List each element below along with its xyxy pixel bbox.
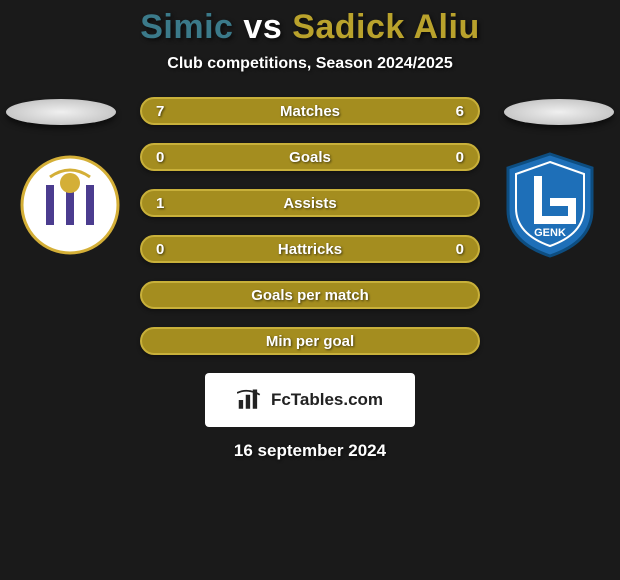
player2-club-crest: GENK: [500, 155, 600, 255]
stat-label: Goals: [289, 149, 331, 166]
subtitle: Club competitions, Season 2024/2025: [167, 55, 452, 73]
genk-crest-icon: GENK: [500, 150, 600, 260]
stat-label: Matches: [280, 103, 340, 120]
player2-placeholder-oval: [504, 99, 614, 125]
stat-value-left: 1: [156, 195, 164, 212]
date-text: 16 september 2024: [234, 441, 386, 461]
stat-label: Min per goal: [266, 333, 354, 350]
stat-value-left: 0: [156, 149, 164, 166]
stat-value-right: 0: [456, 149, 464, 166]
stat-value-right: 6: [456, 103, 464, 120]
stat-row: Min per goal: [140, 327, 480, 355]
bar-chart-icon: [237, 389, 265, 411]
anderlecht-crest-icon: [20, 155, 120, 255]
page-title: Simic vs Sadick Aliu: [140, 8, 479, 47]
player1-club-crest: [20, 155, 120, 255]
stat-row: 7 Matches 6: [140, 97, 480, 125]
svg-text:GENK: GENK: [534, 227, 566, 239]
stat-row: 1 Assists: [140, 189, 480, 217]
stat-value-right: 0: [456, 241, 464, 258]
stat-row: 0 Goals 0: [140, 143, 480, 171]
branding-text: FcTables.com: [271, 390, 383, 410]
stat-label: Hattricks: [278, 241, 342, 258]
stat-label: Goals per match: [251, 287, 369, 304]
stat-row: 0 Hattricks 0: [140, 235, 480, 263]
player1-name: Simic: [140, 8, 233, 46]
player2-name: Sadick Aliu: [292, 8, 480, 46]
stat-value-left: 7: [156, 103, 164, 120]
branding-box: FcTables.com: [205, 373, 415, 427]
stat-row: Goals per match: [140, 281, 480, 309]
comparison-stage: GENK 7Matches60Goals01Assists0Hattricks0…: [0, 97, 620, 461]
stat-value-left: 0: [156, 241, 164, 258]
player1-placeholder-oval: [6, 99, 116, 125]
stat-rows: 7 Matches 6 0 Goals 0 1 Assists 0 Hattricks 0 Goals…: [140, 97, 480, 355]
vs-text: vs: [243, 8, 282, 46]
stat-label: Assists: [283, 195, 336, 212]
